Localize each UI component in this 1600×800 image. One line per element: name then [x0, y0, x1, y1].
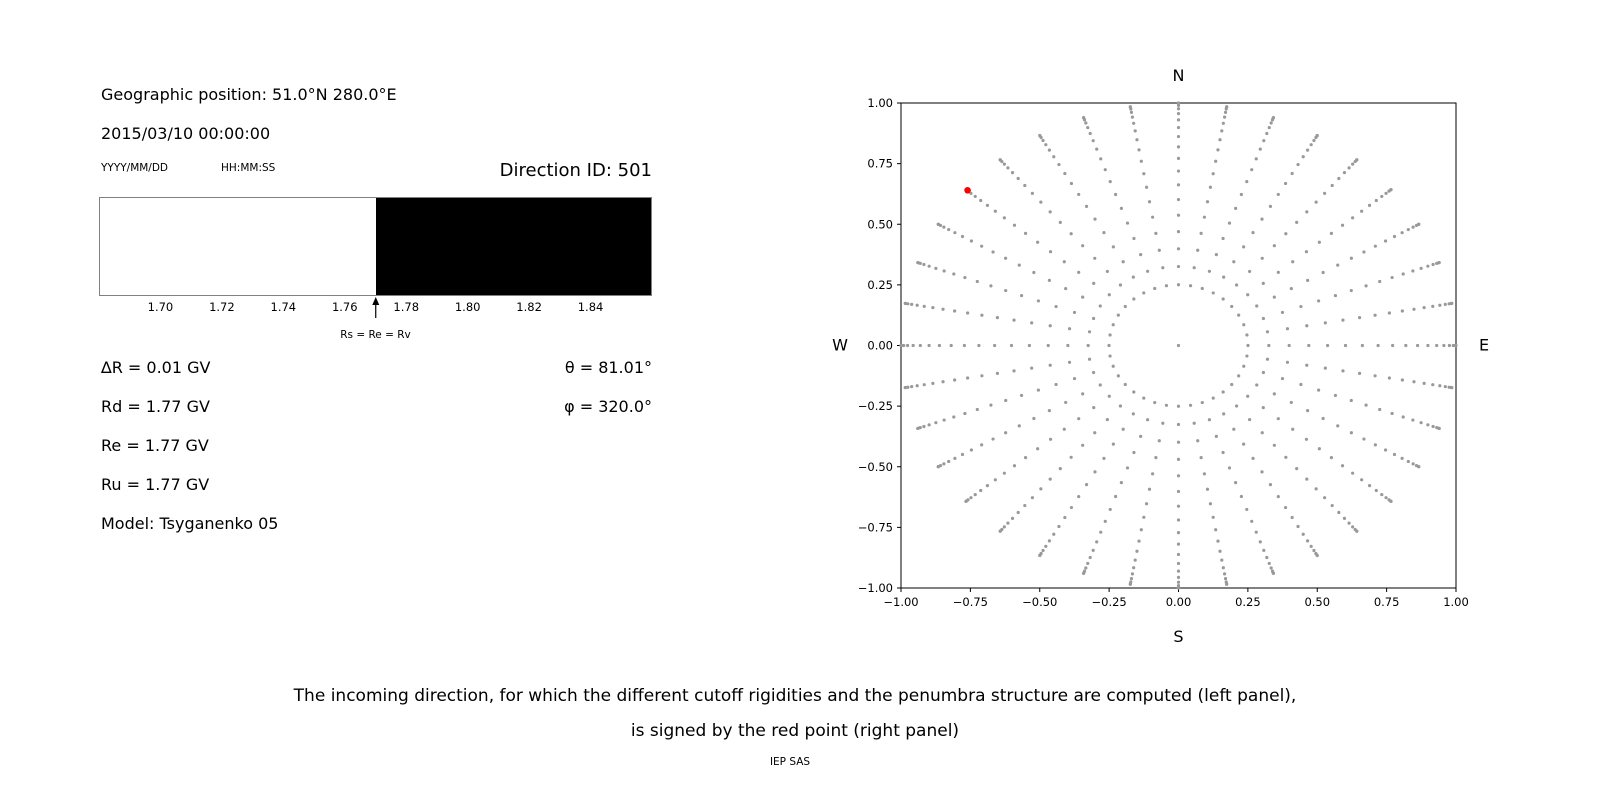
- credit-label: IEP SAS: [769, 756, 811, 768]
- y-tick-label: 0.75: [867, 157, 893, 171]
- penumbra-tick-label: 1.82: [516, 300, 542, 314]
- direction-angles: θ = 81.01° φ = 320.0°: [99, 348, 652, 426]
- x-tick-label: 1.00: [1443, 595, 1469, 609]
- penumbra-tick-label: 1.80: [454, 300, 481, 314]
- direction-id: Direction ID: 501: [499, 160, 652, 181]
- compass-south-label: S: [1173, 627, 1183, 646]
- x-tick-label: 0.75: [1374, 595, 1400, 609]
- delta-r-value: ∆R = 0.01 GV: [101, 358, 211, 377]
- theta-value: θ = 81.01°: [564, 358, 652, 377]
- caption-line-1: The incoming direction, for which the di…: [293, 686, 1297, 706]
- compass-west-label: W: [832, 336, 848, 355]
- y-tick-label: −1.00: [858, 581, 893, 595]
- penumbra-segment-allowed: [100, 198, 376, 295]
- penumbra-tick-label: 1.72: [209, 300, 235, 314]
- x-tick-label: 0.00: [1166, 595, 1192, 609]
- x-tick-label: −0.25: [1092, 595, 1127, 609]
- x-tick-label: −0.75: [953, 595, 988, 609]
- model-label: Model: Tsyganenko 05: [101, 514, 279, 533]
- y-tick-label: −0.25: [858, 399, 893, 413]
- cutoff-marker: Rs = Re = Rv: [340, 297, 411, 341]
- y-tick-label: 0.50: [867, 217, 893, 231]
- caption-line-2: is signed by the red point (right panel): [630, 721, 960, 741]
- compass-east-label: E: [1479, 336, 1489, 355]
- penumbra-axis: 1.70 1.72 1.74 1.76 1.78 1.80 1.82 1.84: [99, 300, 652, 316]
- rigidity-list: ∆R = 0.01 GV Rd = 1.77 GV Re = 1.77 GV R…: [101, 348, 278, 543]
- y-tick-label: 0.25: [867, 278, 893, 292]
- penumbra-tick-label: 1.70: [147, 300, 174, 314]
- y-axis: −1.00 −0.75 −0.50 −0.25 0.00 0.25 0.50 0.75 1.00: [858, 96, 901, 595]
- x-tick-label: 0.50: [1304, 595, 1330, 609]
- date-format-label: YYYY/MM/DD: [101, 162, 169, 174]
- x-tick-label: −0.50: [1022, 595, 1057, 609]
- datetime: 2015/03/10 00:00:00: [101, 124, 271, 143]
- penumbra-tick-label: 1.74: [270, 300, 297, 314]
- penumbra-segment-forbidden: [375, 198, 651, 295]
- penumbra-tick-label: 1.76: [331, 300, 358, 314]
- selected-direction-red-point: [964, 187, 971, 194]
- x-tick-label: −1.00: [883, 595, 918, 609]
- direction-grid-dots: [899, 101, 1458, 590]
- compass-north-label: N: [1173, 66, 1185, 85]
- up-arrow-icon: [371, 297, 379, 318]
- time-format-label: HH:MM:SS: [221, 162, 276, 174]
- cutoff-marker-label: Rs = Re = Rv: [340, 329, 411, 341]
- rd-value: Rd = 1.77 GV: [101, 397, 210, 416]
- y-tick-label: −0.75: [858, 520, 893, 534]
- geo-position: Geographic position: 51.0°N 280.0°E: [101, 85, 397, 104]
- direction-plot: −1.00 −0.75 −0.50 −0.25 0.00 0.25 0.50 0.75 1.00…: [820, 50, 1510, 654]
- re-value: Re = 1.77 GV: [101, 436, 209, 455]
- penumbra-bar: [99, 197, 652, 296]
- y-tick-label: 1.00: [867, 96, 893, 110]
- phi-value: φ = 320.0°: [564, 397, 652, 416]
- penumbra-tick-label: 1.84: [577, 300, 604, 314]
- x-axis: −1.00 −0.75 −0.50 −0.25 0.00 0.25 0.50 0.75 1.00: [883, 588, 1469, 609]
- direction-plot-canvas: −1.00 −0.75 −0.50 −0.25 0.00 0.25 0.50 0.75 1.00…: [832, 66, 1489, 646]
- x-tick-label: 0.25: [1235, 595, 1261, 609]
- ru-value: Ru = 1.77 GV: [101, 475, 210, 494]
- penumbra-tick-label: 1.78: [393, 300, 420, 314]
- y-tick-label: −0.50: [858, 460, 893, 474]
- penumbra-chart: 1.70 1.72 1.74 1.76 1.78 1.80 1.82 1.84 Rs = Re…: [99, 197, 652, 341]
- y-tick-label: 0.00: [867, 339, 893, 353]
